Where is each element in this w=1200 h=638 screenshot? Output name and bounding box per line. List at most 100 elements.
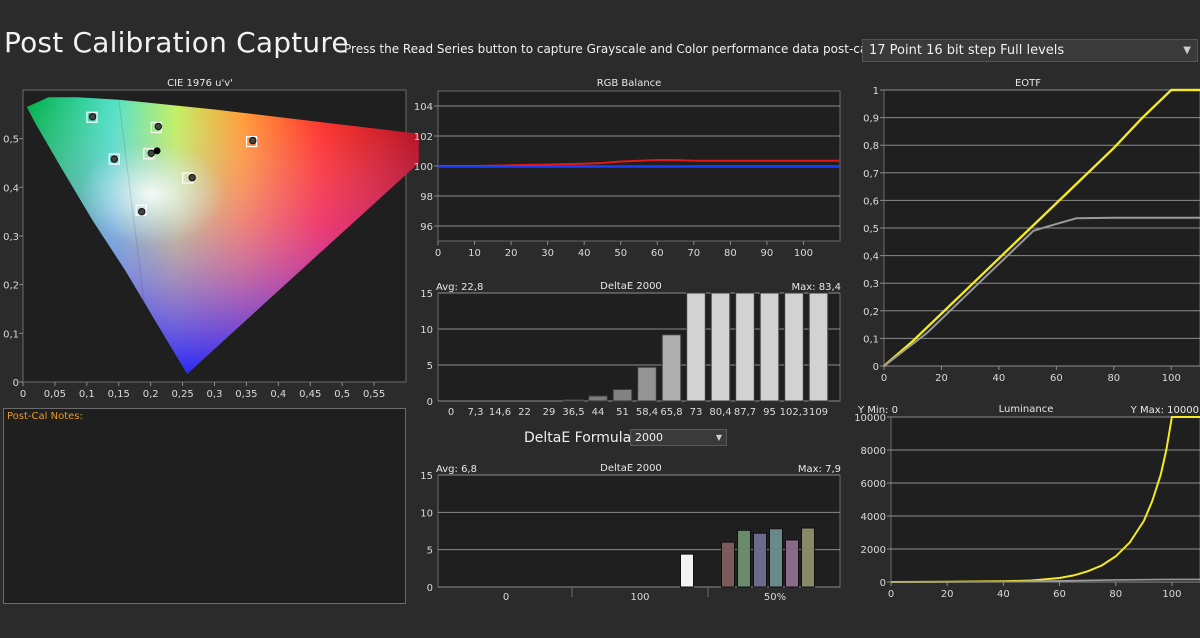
- lum-title: Luminance: [999, 404, 1054, 415]
- cie-measured-point: [138, 207, 146, 216]
- y-tick-label: 100: [414, 162, 433, 173]
- y-tick-label: 15: [420, 471, 433, 482]
- x-tick-label: 0: [435, 248, 441, 259]
- cie-measured-point: [249, 136, 257, 145]
- series-select-value: 17 Point 16 bit step Full levels: [869, 43, 1065, 58]
- y-tick-label: 98: [420, 192, 433, 203]
- de1-title: DeltaE 2000: [600, 281, 662, 292]
- y-tick-label: 5: [427, 546, 433, 557]
- y-tick-label: 0,9: [863, 114, 879, 125]
- x-tick-label: 0: [448, 407, 454, 418]
- x-tick-label: 20: [935, 373, 948, 384]
- y-tick-label: 1: [873, 86, 879, 97]
- deltae-bar: [735, 292, 755, 402]
- x-tick-label: 20: [941, 589, 954, 600]
- y-tick-label: 4000: [861, 512, 886, 523]
- instructions-text: Press the Read Series button to capture …: [344, 42, 921, 56]
- x-tick-label: 10: [468, 248, 481, 259]
- formula-select-value: 2000: [635, 431, 663, 444]
- cie-gamut-edge: [118, 99, 188, 374]
- y-tick-label: 0,1: [863, 334, 879, 345]
- deltae-bar: [563, 399, 584, 402]
- de2-avg: Avg: 6,8: [436, 464, 477, 475]
- group-label: 50%: [764, 592, 786, 603]
- cie-measured-point: [188, 173, 196, 182]
- x-tick-label: 7,3: [468, 407, 484, 418]
- x-tick-label: 87,7: [734, 407, 756, 418]
- x-tick-label: 20: [505, 248, 518, 259]
- group-label: 0: [503, 592, 509, 603]
- x-tick-label: 50: [614, 248, 627, 259]
- cie-y-tick-label: 0,5: [3, 135, 19, 146]
- x-tick-label: 60: [1053, 589, 1066, 600]
- cie-measured-point: [154, 122, 163, 131]
- luminance-chart: Y Min: 0 Luminance Y Max: 10000 0 2000 400…: [854, 404, 1200, 600]
- deltae-color-bar: [769, 528, 783, 588]
- x-tick-label: 36,5: [562, 407, 584, 418]
- x-tick-label: 58,4: [636, 407, 658, 418]
- cie-x-tick-label: 0,15: [108, 389, 130, 400]
- cie-locus-white: [26, 97, 419, 374]
- y-tick-label: 2000: [861, 545, 886, 556]
- cie-chart: CIE 1976 u'v' 0 0,05 0,1 0,15 0,2 0,25 0,3 0,35…: [3, 78, 419, 400]
- x-tick-label: 90: [761, 248, 774, 259]
- deltae-bar: [759, 292, 780, 402]
- y-tick-label: 0: [427, 397, 433, 408]
- chevron-down-icon[interactable]: ▼: [715, 433, 722, 442]
- rgb-lines: [438, 159, 840, 168]
- lum-ymin: Y Min: 0: [857, 405, 898, 416]
- cie-y-tick-label: 0: [13, 378, 19, 389]
- lum-ymax: Y Max: 10000: [1130, 405, 1199, 416]
- x-tick-label: 80: [1107, 373, 1120, 384]
- deltae-color-bar: [680, 553, 694, 588]
- x-tick-label: 40: [578, 248, 591, 259]
- cie-x-tick-label: 0,45: [299, 389, 321, 400]
- x-tick-label: 29: [543, 407, 556, 418]
- x-tick-label: 80,4: [709, 407, 731, 418]
- de2-max: Max: 7,9: [798, 464, 841, 475]
- notes-panel[interactable]: Post-Cal Notes:: [3, 408, 406, 604]
- y-tick-label: 6000: [861, 479, 886, 490]
- cie-measured-point: [88, 113, 97, 121]
- eotf-title: EOTF: [1015, 78, 1041, 89]
- x-tick-label: 70: [687, 248, 700, 259]
- x-tick-label: 100: [1162, 589, 1181, 600]
- cie-x-tick-label: 0,25: [171, 389, 193, 400]
- chevron-down-icon[interactable]: ▼: [1183, 45, 1191, 56]
- cie-target-marker: [108, 153, 120, 165]
- deltae-color-bar: [753, 532, 767, 588]
- x-tick-label: 44: [592, 407, 605, 418]
- cie-x-tick-label: 0,5: [334, 389, 350, 400]
- cie-measured-point: [153, 147, 161, 155]
- y-tick-label: 8000: [861, 446, 886, 457]
- cie-x-tick-label: 0,05: [44, 389, 66, 400]
- x-tick-label: 40: [997, 589, 1010, 600]
- deltae-bar: [588, 395, 608, 402]
- deltae-color-bar: [737, 529, 751, 588]
- lum-plot-area: [890, 416, 1200, 583]
- rgb-balance-chart: RGB Balance 96 98 100 102 104 0 10 20 30 40 50 60 70…: [414, 78, 841, 259]
- de2-title: DeltaE 2000: [600, 463, 662, 474]
- x-tick-label: 73: [690, 407, 703, 418]
- y-tick-label: 10: [420, 508, 433, 519]
- y-tick-label: 0,4: [863, 252, 879, 263]
- series-select[interactable]: 17 Point 16 bit step Full levels ▼: [862, 39, 1198, 62]
- eotf-grid: 0 0,1 0,2 0,3 0,4 0,5 0,6 0,7 0,8 0,9 1 0 20 40 60 80 10…: [863, 86, 1200, 384]
- y-tick-label: 10000: [854, 413, 886, 424]
- de1-avg: Avg: 22,8: [436, 282, 483, 293]
- x-tick-label: 100: [794, 248, 813, 259]
- x-tick-label: 109: [809, 407, 828, 418]
- x-tick-label: 60: [651, 248, 664, 259]
- eotf-chart: EOTF 0 0,1 0,2 0,3 0,4 0,5 0,6 0,7 0,8 0,9 1 0 20 40 6…: [863, 78, 1200, 384]
- cie-x-tick-label: 0,1: [79, 389, 95, 400]
- x-tick-label: 60: [1050, 373, 1063, 384]
- deltae-bar: [710, 292, 731, 402]
- page-title: Post Calibration Capture: [4, 26, 349, 59]
- deltae-formula-select[interactable]: 2000 ▼: [630, 429, 727, 446]
- cie-measured-point: [110, 155, 118, 163]
- cie-y-tick-label: 0,2: [3, 281, 19, 292]
- y-tick-label: 0: [880, 578, 886, 589]
- x-tick-label: 80: [1109, 589, 1122, 600]
- deltae-bar: [612, 388, 633, 402]
- cie-x-tick-label: 0,2: [143, 389, 159, 400]
